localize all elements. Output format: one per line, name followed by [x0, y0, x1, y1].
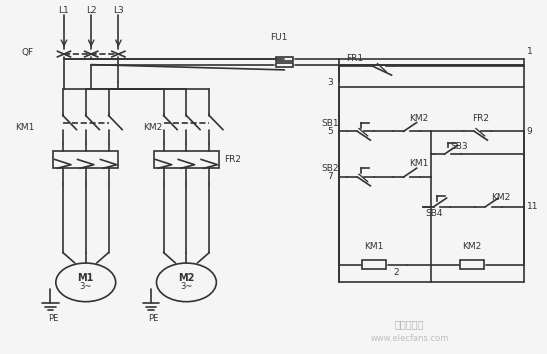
Text: QF: QF: [22, 48, 34, 57]
Text: M2: M2: [178, 273, 195, 283]
Text: L2: L2: [86, 6, 96, 16]
Text: 2: 2: [393, 268, 399, 277]
Text: 电子发烧友: 电子发烧友: [395, 320, 424, 330]
Text: KM2: KM2: [491, 193, 510, 201]
Text: 3~: 3~: [79, 282, 92, 291]
Text: SB1: SB1: [321, 119, 339, 128]
Text: SB4: SB4: [426, 209, 443, 218]
Text: KM1: KM1: [410, 159, 429, 168]
Text: FU1: FU1: [270, 33, 288, 42]
Text: 1: 1: [527, 47, 532, 56]
Text: SB2: SB2: [321, 165, 339, 173]
Text: 9: 9: [527, 127, 532, 136]
Text: M1: M1: [78, 273, 94, 283]
Text: SB3: SB3: [450, 142, 468, 152]
Text: PE: PE: [149, 314, 159, 323]
Text: KM1: KM1: [15, 123, 34, 132]
Text: KM1: KM1: [364, 242, 384, 251]
Text: www.elecfans.com: www.elecfans.com: [370, 334, 449, 343]
Text: 7: 7: [328, 172, 333, 182]
Text: PE: PE: [48, 314, 59, 323]
Text: KM2: KM2: [143, 123, 162, 132]
Text: 11: 11: [527, 202, 538, 211]
Text: 5: 5: [328, 127, 333, 136]
Text: 3~: 3~: [181, 282, 193, 291]
Text: FR2: FR2: [224, 155, 242, 164]
Text: L3: L3: [113, 6, 124, 16]
Text: KM2: KM2: [410, 114, 429, 122]
Text: FR1: FR1: [346, 54, 363, 63]
Text: FR2: FR2: [472, 114, 489, 122]
Text: KM2: KM2: [463, 242, 482, 251]
Text: 3: 3: [328, 78, 333, 87]
Text: L1: L1: [59, 6, 69, 16]
